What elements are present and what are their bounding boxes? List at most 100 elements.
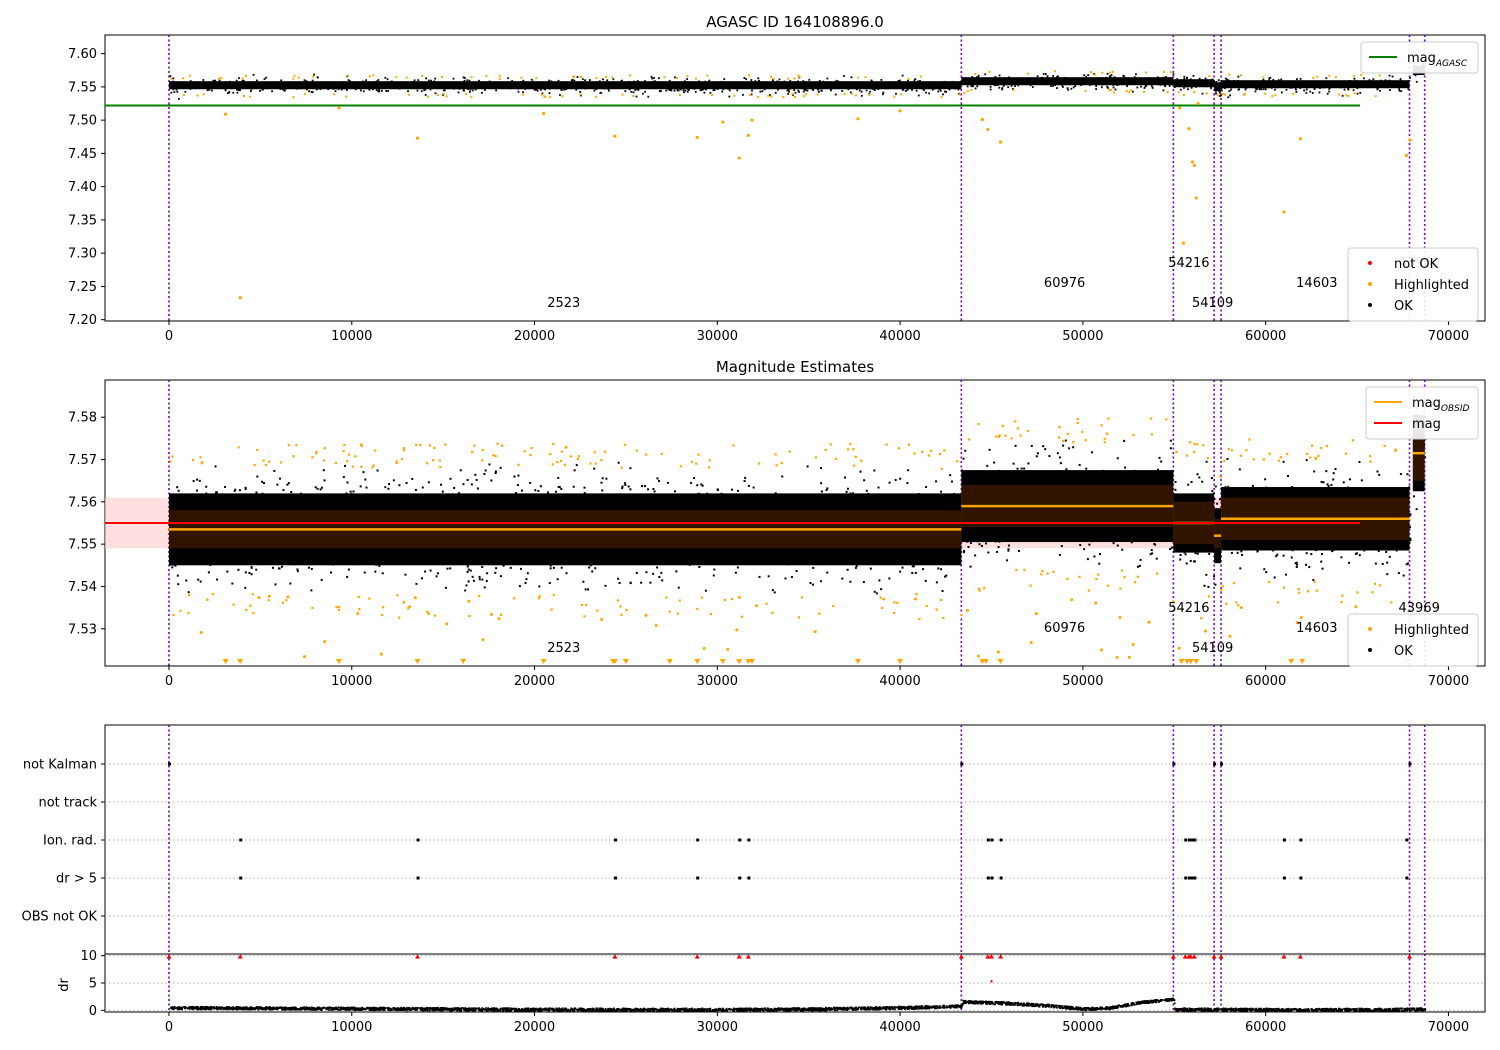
highlighted-outlier	[302, 655, 306, 659]
ok-point	[971, 81, 974, 84]
ok-point	[1132, 78, 1135, 80]
ok-point	[736, 89, 739, 92]
ok-point	[1133, 76, 1136, 78]
ok-point	[862, 581, 865, 584]
ok-point	[529, 83, 532, 86]
ok-point	[1183, 75, 1186, 78]
ok-point	[1180, 527, 1183, 530]
ok-point	[1215, 90, 1217, 92]
ok-point	[1223, 87, 1226, 90]
ok-point	[1264, 478, 1267, 481]
flag-event	[990, 838, 994, 842]
ok-point	[944, 575, 947, 578]
ok-point	[265, 76, 268, 79]
ok-point	[218, 79, 221, 82]
highlighted-point	[415, 443, 418, 446]
ok-point	[369, 86, 371, 89]
ok-point	[858, 89, 861, 92]
ok-point	[1388, 523, 1391, 526]
ok-point	[605, 516, 608, 519]
ok-point	[1159, 83, 1162, 86]
highlighted-point	[1338, 93, 1341, 96]
ok-point	[1106, 72, 1109, 75]
ok-point	[1016, 467, 1019, 470]
ok-point	[1066, 484, 1069, 487]
ok-point	[814, 537, 817, 540]
ok-point	[632, 515, 635, 518]
ok-point	[280, 550, 283, 553]
ok-point	[1072, 474, 1075, 477]
ok-point	[580, 518, 583, 521]
ok-point	[1268, 77, 1271, 80]
ok-point	[1349, 504, 1352, 507]
ok-point	[1358, 508, 1361, 511]
ok-point	[1066, 82, 1069, 85]
ok-point	[494, 571, 497, 574]
p2-xtick-label-60000: 60000	[1245, 674, 1286, 689]
ok-point	[1006, 559, 1009, 562]
ok-point	[1032, 83, 1034, 85]
ok-point	[683, 91, 685, 94]
ok-point	[282, 489, 285, 492]
ok-point	[445, 554, 448, 557]
ok-point	[1374, 540, 1377, 543]
ok-point	[375, 89, 378, 92]
highlighted-point	[1352, 75, 1355, 78]
ok-point	[1332, 549, 1335, 552]
ok-point	[1356, 92, 1359, 95]
ok-point	[609, 524, 612, 527]
ok-point	[1409, 537, 1412, 540]
ok-point	[1272, 539, 1275, 542]
ok-point	[661, 579, 664, 582]
ok-point	[191, 542, 194, 545]
highlighted-point	[187, 611, 190, 615]
ok-point	[1277, 79, 1280, 82]
ok-point	[602, 78, 604, 81]
ok-point	[1259, 535, 1262, 538]
highlighted-point	[1221, 92, 1224, 95]
highlighted-point	[1228, 73, 1231, 76]
ok-point	[187, 591, 190, 594]
ok-point	[1046, 75, 1049, 78]
highlighted-point	[499, 613, 503, 616]
ok-point	[280, 533, 283, 536]
ok-point	[1034, 78, 1037, 81]
ok-point	[338, 536, 341, 539]
ok-point	[263, 511, 266, 514]
ok-point	[277, 82, 280, 85]
ok-point	[434, 92, 437, 95]
ok-point	[497, 508, 500, 511]
ok-point	[624, 483, 627, 486]
ok-point	[808, 78, 811, 81]
ok-point	[1166, 508, 1169, 511]
ok-point	[379, 520, 382, 523]
ok-point	[947, 506, 950, 509]
highlighted-point	[824, 448, 827, 452]
ok-point	[615, 516, 618, 519]
ok-point	[201, 508, 204, 511]
ok-point	[1416, 443, 1419, 446]
ok-point	[549, 508, 552, 511]
ok-point	[1390, 81, 1393, 83]
ok-point	[758, 79, 760, 82]
ok-point	[967, 512, 970, 515]
ok-point	[841, 534, 844, 537]
ok-point	[582, 580, 585, 583]
ok-point	[1169, 439, 1172, 442]
ok-point	[1261, 514, 1264, 517]
ok-point	[1217, 79, 1220, 82]
ok-point	[1003, 80, 1006, 83]
ok-point	[1299, 87, 1302, 89]
panel-3-frame	[104, 724, 1486, 955]
ok-point	[863, 83, 865, 86]
ok-point	[1151, 552, 1154, 555]
ok-point	[627, 485, 630, 488]
ok-point	[595, 87, 598, 89]
p1-obsid-label-1: 60976	[1044, 276, 1085, 291]
ok-point	[1060, 496, 1063, 499]
ok-point	[1290, 86, 1293, 89]
ok-point	[1205, 85, 1208, 88]
highlighted-point	[529, 453, 532, 457]
ok-point	[1126, 83, 1128, 86]
ok-point	[719, 85, 722, 88]
